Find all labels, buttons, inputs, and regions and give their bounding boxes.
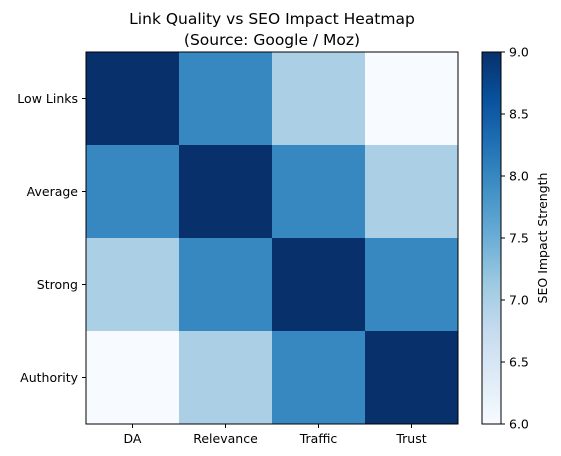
heatmap-cell-strong-da <box>86 238 180 332</box>
colorbar: 6.0 6.5 7.0 7.5 8.0 8.5 9.0 SEO Impact Strengt… <box>481 45 550 432</box>
y-tick-label: Authority <box>20 370 78 385</box>
colorbar-tick-label: 7.0 <box>509 293 529 308</box>
heatmap-cell-low-links-da <box>86 52 180 146</box>
chart-title-line1: Link Quality vs SEO Impact Heatmap <box>129 10 415 28</box>
colorbar-tick-label: 9.0 <box>509 45 529 60</box>
x-tick-label: Trust <box>395 431 426 446</box>
x-tick-label: DA <box>124 431 142 446</box>
heatmap-cell-authority-traffic <box>272 331 366 425</box>
y-axis: Low Links Average Strong Authority <box>17 91 86 385</box>
colorbar-tick-label: 8.0 <box>509 169 529 184</box>
chart-title-line2: (Source: Google / Moz) <box>184 31 360 49</box>
y-tick-label: Average <box>27 184 79 199</box>
heatmap-cell-average-relevance <box>179 145 273 239</box>
heatmap-cells <box>86 52 459 425</box>
y-tick-label: Strong <box>37 277 78 292</box>
x-axis: DA Relevance Traffic Trust <box>124 424 427 446</box>
colorbar-label: SEO Impact Strength <box>535 173 550 304</box>
heatmap-cell-authority-relevance <box>179 331 273 425</box>
y-tick-label: Low Links <box>17 91 78 106</box>
x-tick-label: Relevance <box>193 431 258 446</box>
heatmap-cell-strong-trust <box>365 238 459 332</box>
heatmap-cell-low-links-traffic <box>272 52 366 146</box>
heatmap-cell-authority-trust <box>365 331 459 425</box>
heatmap-cell-average-da <box>86 145 180 239</box>
plot-frame <box>85 51 459 425</box>
colorbar-tick-label: 8.5 <box>509 107 529 122</box>
heatmap-cell-average-trust <box>365 145 459 239</box>
heatmap-cell-low-links-relevance <box>179 52 273 146</box>
colorbar-tick-label: 6.0 <box>509 417 529 432</box>
heatmap-cell-authority-da <box>86 331 180 425</box>
x-tick-label: Traffic <box>299 431 338 446</box>
colorbar-tick-label: 6.5 <box>509 355 529 370</box>
colorbar-ticks: 6.0 6.5 7.0 7.5 8.0 8.5 9.0 <box>501 45 529 432</box>
colorbar-gradient <box>481 51 502 425</box>
heatmap-cell-average-traffic <box>272 145 366 239</box>
heatmap-cell-strong-relevance <box>179 238 273 332</box>
colorbar-tick-label: 7.5 <box>509 231 529 246</box>
heatmap-cell-low-links-trust <box>365 52 459 146</box>
heatmap-cell-strong-traffic <box>272 238 366 332</box>
